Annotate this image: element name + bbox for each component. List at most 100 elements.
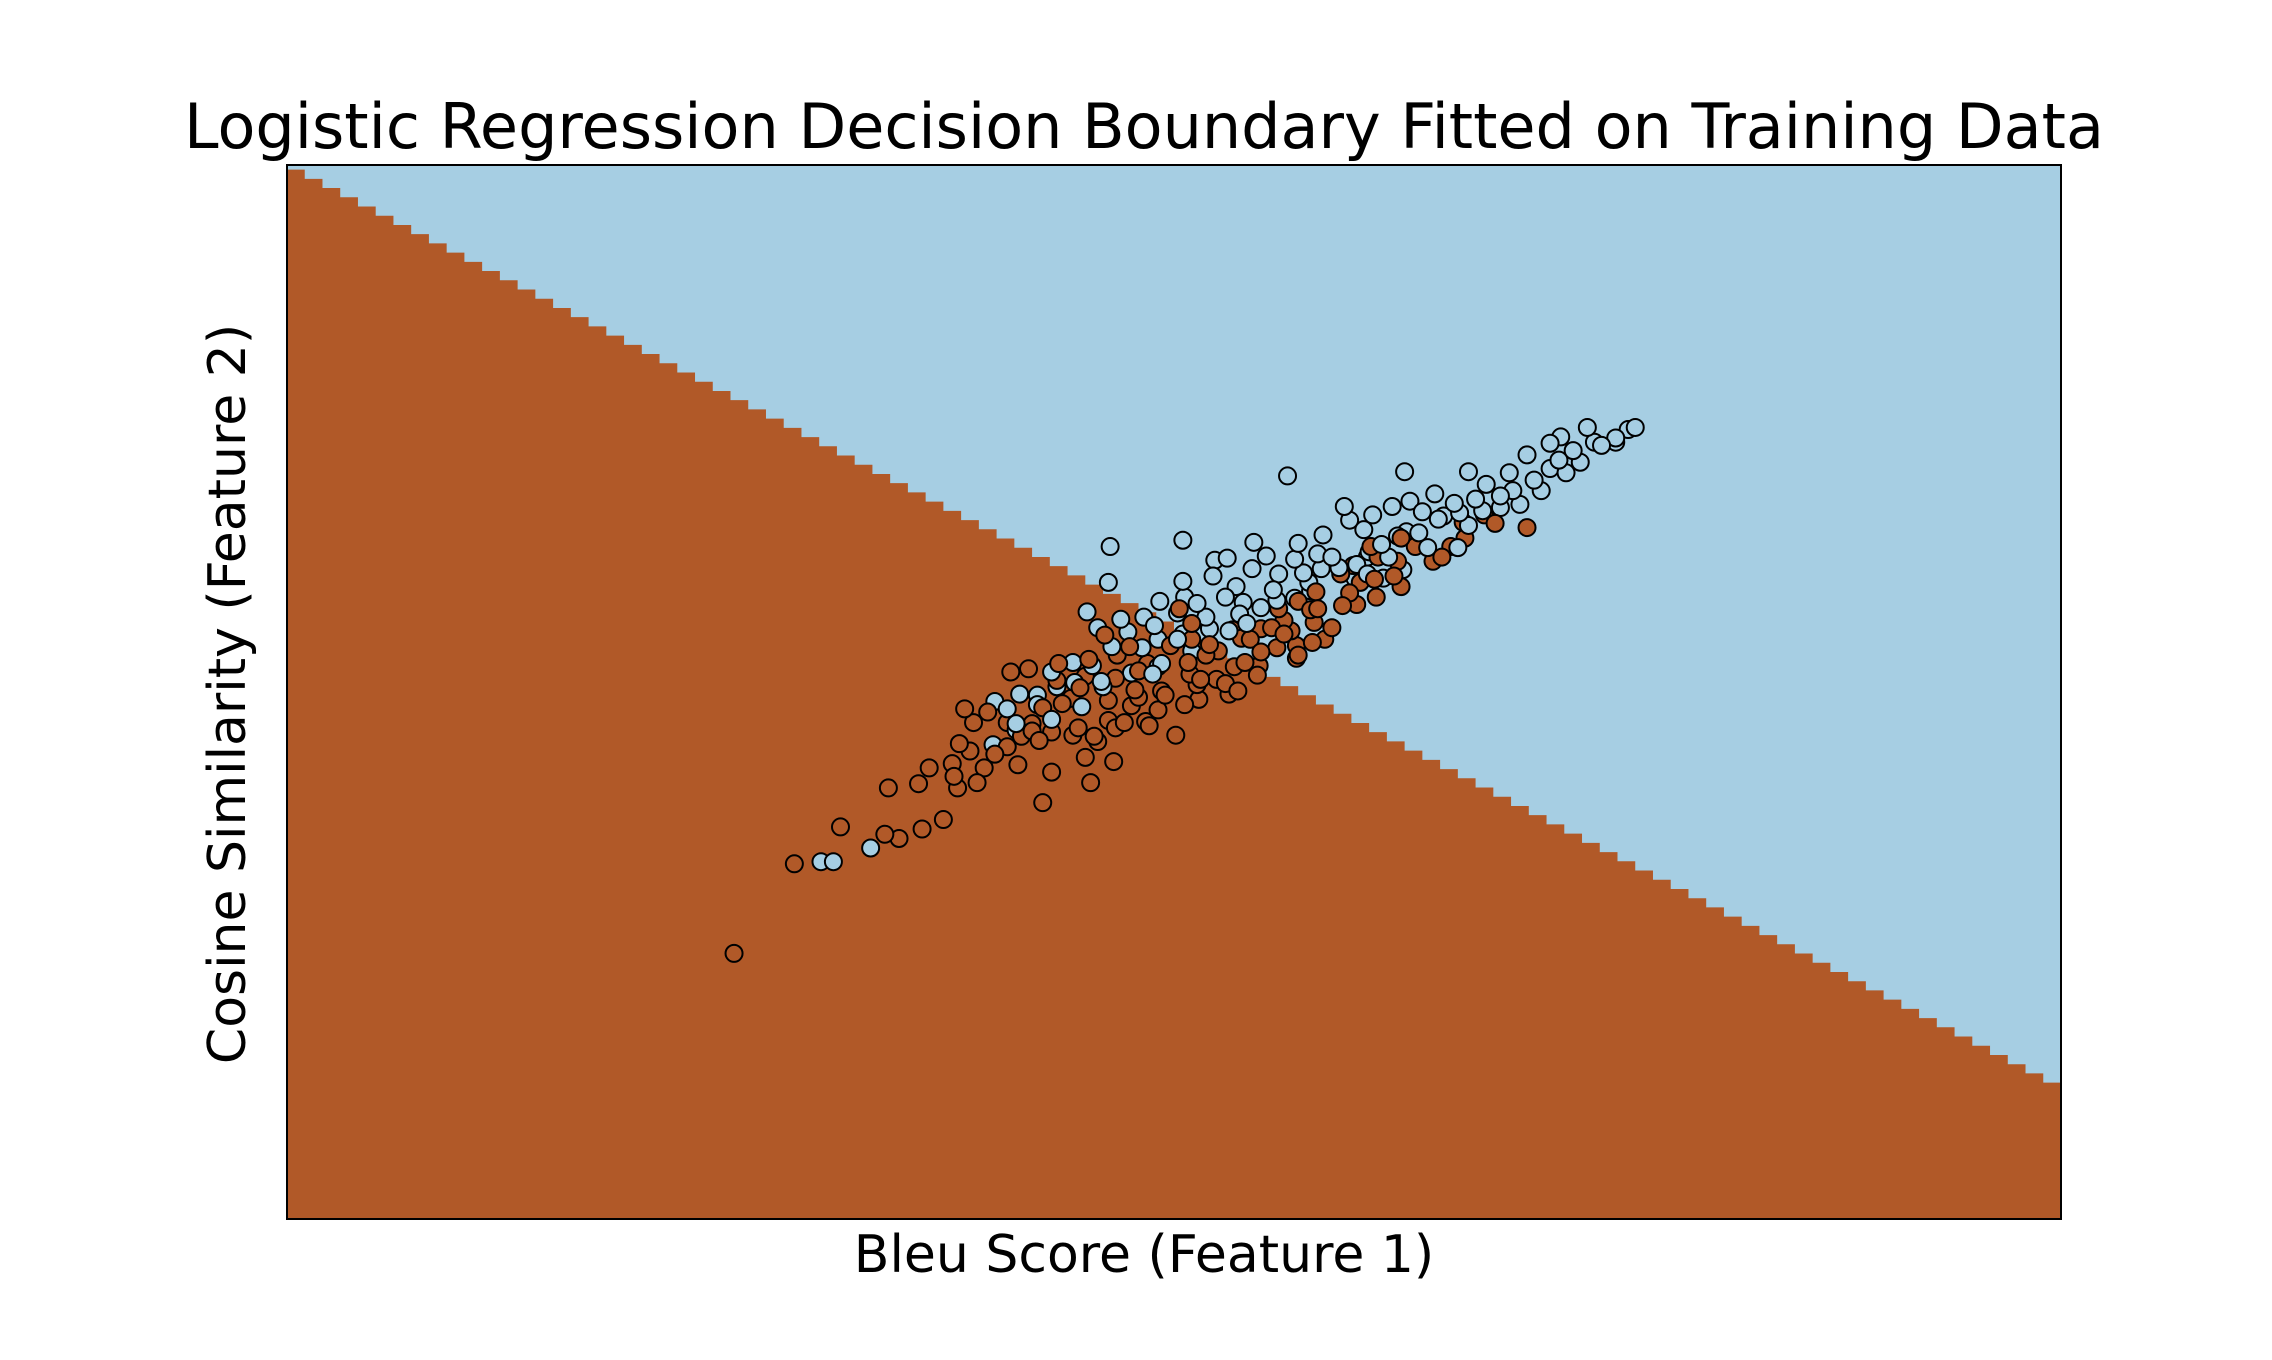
scatter-point-class-0 bbox=[1364, 569, 1384, 589]
scatter-point-class-0 bbox=[1104, 752, 1124, 772]
scatter-point-class-0 bbox=[1042, 762, 1062, 782]
scatter-point-class-0 bbox=[964, 713, 984, 733]
scatter-point-class-0 bbox=[1120, 637, 1140, 657]
scatter-point-class-1 bbox=[1625, 417, 1645, 437]
scatter-point-class-1 bbox=[1448, 538, 1468, 558]
plot-frame bbox=[286, 164, 2062, 1220]
scatter-point-class-1 bbox=[1466, 489, 1486, 509]
scatter-point-class-0 bbox=[967, 773, 987, 793]
scatter-point-class-0 bbox=[830, 817, 850, 837]
scatter-point-class-1 bbox=[1476, 474, 1496, 494]
chart-title: Logistic Regression Decision Boundary Fi… bbox=[184, 90, 2104, 163]
scatter-point-class-0 bbox=[1302, 632, 1322, 652]
scatter-point-class-0 bbox=[1114, 713, 1134, 733]
scatter-point-class-1 bbox=[1418, 538, 1438, 558]
scatter-point-class-1 bbox=[1242, 559, 1262, 579]
scatter-point-class-0 bbox=[1033, 793, 1053, 813]
scatter-point-class-0 bbox=[1391, 528, 1411, 548]
scatter-point-class-0 bbox=[949, 734, 969, 754]
scatter-point-class-1 bbox=[1251, 598, 1271, 618]
scatter-point-class-0 bbox=[912, 819, 932, 839]
scatter-point-class-0 bbox=[1175, 695, 1195, 715]
scatter-point-class-1 bbox=[1091, 671, 1111, 691]
scatter-point-class-0 bbox=[1095, 625, 1115, 645]
scatter-point-class-0 bbox=[1288, 645, 1308, 665]
scatter-point-class-1 bbox=[1294, 563, 1314, 583]
scatter-point-class-1 bbox=[1499, 463, 1519, 483]
scatter-point-class-0 bbox=[1308, 599, 1328, 619]
scatter-point-class-0 bbox=[1155, 685, 1175, 705]
scatter-point-class-1 bbox=[1072, 697, 1092, 717]
scatter-point-class-0 bbox=[1125, 680, 1145, 700]
scatter-point-class-0 bbox=[1432, 547, 1452, 567]
scatter-point-class-0 bbox=[1191, 669, 1211, 689]
scatter-point-class-0 bbox=[1322, 618, 1342, 638]
scatter-point-class-1 bbox=[1217, 548, 1237, 568]
scatter-point-class-0 bbox=[985, 744, 1005, 764]
scatter-point-class-0 bbox=[1081, 773, 1101, 793]
scatter-point-class-0 bbox=[933, 810, 953, 830]
scatter-point-class-0 bbox=[1166, 725, 1186, 745]
scatter-point-class-0 bbox=[878, 778, 898, 798]
scatter-point-class-1 bbox=[1288, 533, 1308, 553]
scatter-point-class-1 bbox=[1098, 572, 1118, 592]
scatter-point-class-1 bbox=[1458, 515, 1478, 535]
scatter-point-class-0 bbox=[1235, 652, 1255, 672]
scatter-point-class-0 bbox=[944, 766, 964, 786]
scatter-point-class-0 bbox=[1199, 635, 1219, 655]
scatter-point-class-0 bbox=[784, 854, 804, 874]
scatter-point-class-1 bbox=[1382, 496, 1402, 516]
scatter-point-class-0 bbox=[1366, 587, 1386, 607]
scatter-point-class-1 bbox=[1237, 613, 1257, 633]
scatter-point-class-0 bbox=[919, 758, 939, 778]
scatter-point-class-1 bbox=[1363, 505, 1383, 525]
scatter-point-class-0 bbox=[1029, 730, 1049, 750]
scatter-point-class-1 bbox=[1150, 591, 1170, 611]
scatter-point-class-0 bbox=[1139, 716, 1159, 736]
scatter-point-class-1 bbox=[1269, 564, 1289, 584]
scatter-point-class-1 bbox=[1006, 714, 1026, 734]
scatter-point-class-1 bbox=[1549, 450, 1569, 470]
scatter-point-class-1 bbox=[1517, 445, 1537, 465]
scatter-point-class-0 bbox=[1517, 518, 1537, 538]
scatter-point-class-1 bbox=[1144, 616, 1164, 636]
scatter-point-class-0 bbox=[1333, 596, 1353, 616]
scatter-point-class-1 bbox=[997, 699, 1017, 719]
scatter-point-class-1 bbox=[823, 852, 843, 872]
scatter-point-class-0 bbox=[1247, 665, 1267, 685]
scatter-point-class-1 bbox=[1278, 466, 1298, 486]
scatter-point-class-1 bbox=[1010, 684, 1030, 704]
scatter-point-class-1 bbox=[1168, 629, 1188, 649]
scatter-point-class-1 bbox=[1100, 537, 1120, 557]
scatter-point-class-1 bbox=[1592, 435, 1612, 455]
scatter-point-class-1 bbox=[1409, 523, 1429, 543]
scatter-point-class-1 bbox=[1334, 496, 1354, 516]
scatter-point-class-1 bbox=[1244, 532, 1264, 552]
scatter-point-class-1 bbox=[1395, 462, 1415, 482]
scatter-point-class-1 bbox=[1490, 486, 1510, 506]
scatter-point-class-1 bbox=[1077, 602, 1097, 622]
scatter-point-class-1 bbox=[1428, 509, 1448, 529]
scatter-point-class-1 bbox=[861, 838, 881, 858]
y-axis-label: Cosine Similarity (Feature 2) bbox=[198, 324, 258, 1064]
scatter-point-class-1 bbox=[1444, 493, 1464, 513]
scatter-point-class-1 bbox=[1313, 525, 1333, 545]
scatter-point-class-0 bbox=[1019, 659, 1039, 679]
scatter-point-class-1 bbox=[1215, 587, 1235, 607]
scatter-point-class-1 bbox=[1524, 470, 1544, 490]
scatter-point-class-0 bbox=[1008, 755, 1028, 775]
scatter-point-class-0 bbox=[1228, 681, 1248, 701]
scatter-point-class-0 bbox=[978, 702, 998, 722]
scatter-point-class-0 bbox=[1084, 726, 1104, 746]
plot-area bbox=[287, 165, 2061, 1220]
x-axis-label: Bleu Score (Feature 1) bbox=[854, 1225, 1434, 1285]
scatter-point-class-1 bbox=[1354, 520, 1374, 540]
scatter-point-class-0 bbox=[1070, 678, 1090, 698]
scatter-point-class-1 bbox=[1143, 664, 1163, 684]
scatter-point-class-1 bbox=[1540, 433, 1560, 453]
scatter-point-class-1 bbox=[1111, 609, 1131, 629]
scatter-point-class-1 bbox=[1458, 462, 1478, 482]
scatter-point-class-1 bbox=[1322, 547, 1342, 567]
scatter-point-class-0 bbox=[1274, 624, 1294, 644]
